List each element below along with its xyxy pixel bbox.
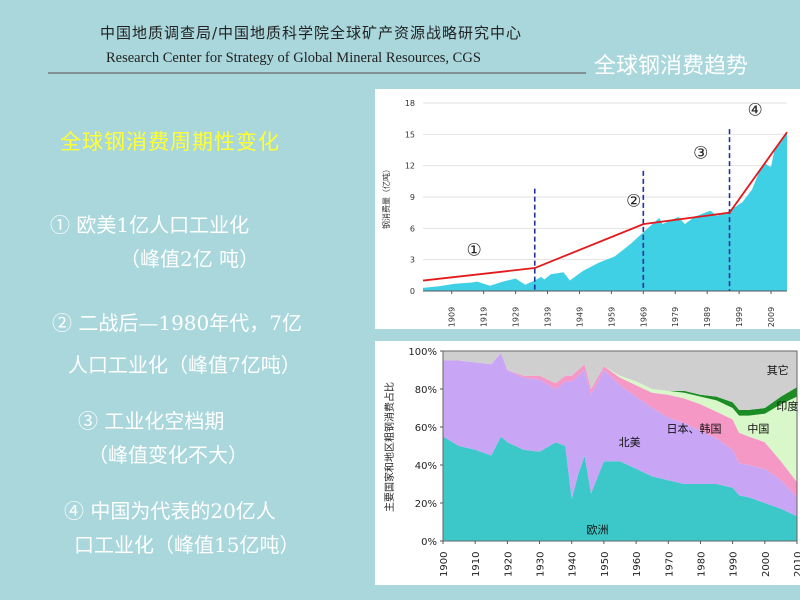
- consumption-share-chart: 0% 20% 40% 60% 80% 100% 1900 1910 1920 1930 1940 19…: [383, 347, 800, 577]
- series-label: 中国: [747, 423, 769, 436]
- share-area-series: [443, 351, 797, 410]
- point-1: ① 欧美1亿人口工业化 （峰值2亿 吨）: [50, 208, 259, 276]
- x-tick-label: 1970: [664, 552, 675, 577]
- trend-line: [422, 131, 788, 282]
- series-label: 印度: [776, 399, 798, 413]
- phase-label: ③: [693, 143, 708, 163]
- plot-frame: [442, 350, 798, 542]
- y-axis-label: 主要国家和地区粗钢消费占比: [383, 382, 396, 512]
- consumption-share-chart-panel: 0% 20% 40% 60% 80% 100% 1900 1910 1920 1930 1940 19…: [375, 341, 800, 585]
- point-2-line2: 人口工业化（峰值7亿吨）: [68, 353, 301, 377]
- x-tick-label: 1990: [729, 552, 740, 577]
- point-4-line2: 口工业化（峰值15亿吨）: [74, 533, 300, 557]
- y-tick-label: 6: [410, 224, 415, 233]
- y-tick-label: 80%: [415, 385, 437, 396]
- point-4-line1: ④ 中国为代表的20亿人: [64, 499, 276, 523]
- phase-label: ②: [626, 191, 641, 211]
- x-tick-label: 1929: [512, 307, 521, 327]
- point-1-line1: ① 欧美1亿人口工业化: [50, 213, 250, 237]
- header-org-cn: 中国地质调查局/中国地质科学院全球矿产资源战略研究中心: [100, 24, 523, 42]
- share-area-series: [443, 352, 797, 517]
- point-3: ③ 工业化空档期 （峰值变化不大）: [78, 404, 248, 472]
- x-tick-label: 1900: [439, 552, 450, 577]
- y-axis-label: 钢消费量（亿吨）: [381, 165, 391, 229]
- x-tick-label: 1999: [735, 307, 744, 327]
- y-tick-label: 0: [410, 287, 415, 296]
- consumption-area: [423, 132, 787, 291]
- x-tick-label: 2000: [761, 552, 772, 577]
- y-tick-label: 9: [410, 193, 415, 202]
- point-3-line2: （峰值变化不大）: [88, 443, 248, 467]
- point-2: ② 二战后—1980年代，7亿 人口工业化（峰值7亿吨）: [52, 306, 302, 382]
- x-tick-label: 2009: [767, 307, 776, 327]
- x-tick-label: 1969: [639, 307, 648, 327]
- phase-label: ①: [466, 240, 481, 260]
- series-label: 欧洲: [586, 523, 608, 536]
- point-3-line1: ③ 工业化空档期: [78, 409, 225, 433]
- x-tick-label: 1949: [575, 307, 584, 327]
- y-tick-label: 3: [410, 256, 415, 265]
- steel-consumption-chart: 0 3 6 9 12 15 18 1909 1919 1929 1939 1949 1959 1969 19…: [381, 99, 788, 327]
- left-heading: 全球钢消费周期性变化: [60, 130, 280, 154]
- y-tick-label: 12: [405, 162, 415, 171]
- x-tick-label: 1980: [696, 552, 707, 577]
- series-label: 其它: [767, 363, 789, 377]
- point-1-line2: （峰值2亿 吨）: [120, 247, 260, 271]
- x-tick-label: 1939: [544, 307, 553, 327]
- x-tick-label: 1930: [536, 552, 547, 577]
- share-area-series: [443, 352, 797, 416]
- x-tick-label: 1920: [503, 552, 514, 577]
- x-tick-label: 1950: [600, 552, 611, 577]
- slide-title: 全球钢消费趋势: [594, 54, 749, 79]
- y-tick-label: 60%: [415, 423, 437, 434]
- x-tick-label: 1919: [480, 307, 489, 327]
- x-tick-label: 1910: [471, 552, 482, 577]
- y-tick-label: 15: [405, 130, 415, 139]
- y-tick-label: 20%: [415, 499, 437, 510]
- share-area-series: [443, 436, 797, 541]
- series-label: 日本、韩国: [667, 422, 722, 436]
- y-tick-label: 0%: [421, 537, 437, 548]
- x-tick-label: 1909: [448, 307, 457, 327]
- x-tick-label: 1979: [671, 307, 680, 327]
- x-tick-label: 2010: [793, 552, 800, 577]
- steel-consumption-chart-panel: 0 3 6 9 12 15 18 1909 1919 1929 1939 1949 1959 1969 19…: [375, 89, 800, 329]
- x-tick-label: 1959: [607, 307, 616, 327]
- header-underline: [48, 72, 586, 74]
- series-label: 北美: [619, 436, 641, 449]
- share-area-series: [443, 352, 797, 498]
- y-tick-label: 40%: [415, 461, 437, 472]
- header-org-en: Research Center for Strategy of Global M…: [106, 50, 481, 66]
- phase-label: ④: [747, 101, 762, 121]
- y-tick-label: 100%: [408, 347, 437, 358]
- point-2-line1: ② 二战后—1980年代，7亿: [52, 311, 302, 335]
- x-tick-label: 1960: [632, 552, 643, 577]
- point-4: ④ 中国为代表的20亿人 口工业化（峰值15亿吨）: [64, 494, 299, 562]
- x-tick-label: 1940: [568, 552, 579, 577]
- x-tick-label: 1989: [703, 307, 712, 327]
- y-tick-label: 18: [405, 99, 415, 108]
